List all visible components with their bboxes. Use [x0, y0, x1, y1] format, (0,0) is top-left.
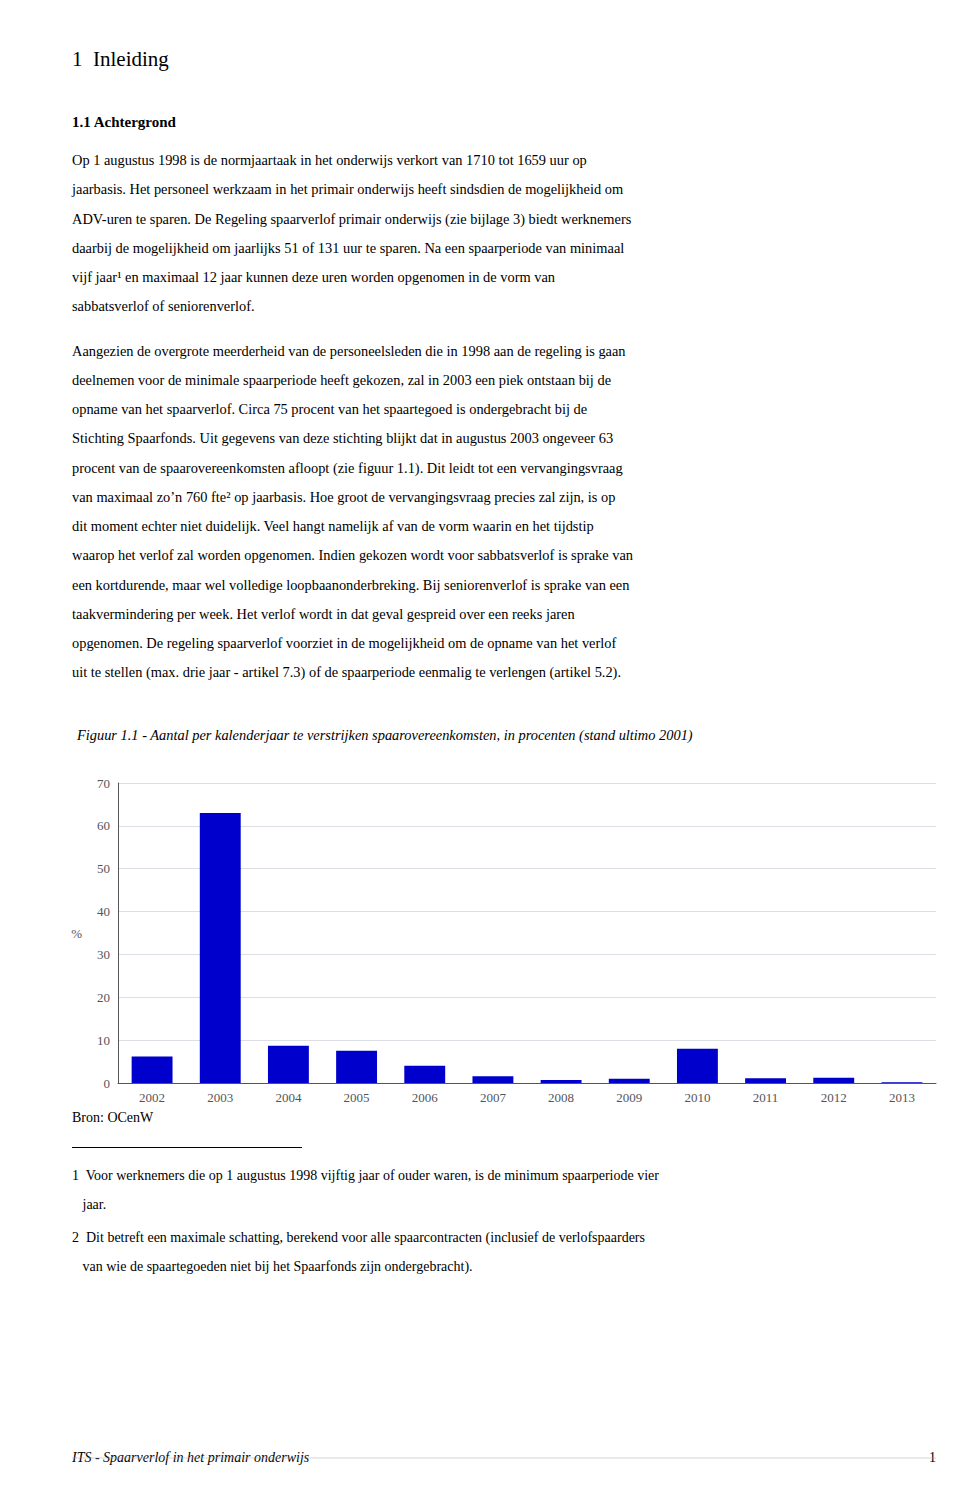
- svg-text:uit te stellen (max. drie jaar: uit te stellen (max. drie jaar - artikel…: [72, 664, 621, 681]
- svg-text:0: 0: [104, 1076, 111, 1091]
- svg-text:10: 10: [97, 1033, 110, 1048]
- svg-text:Aangezien de overgrote meerder: Aangezien de overgrote meerderheid van d…: [72, 343, 626, 359]
- svg-text:2013: 2013: [889, 1090, 915, 1105]
- svg-text:jaarbasis. Het personeel werkz: jaarbasis. Het personeel werkzaam in het…: [71, 181, 623, 197]
- svg-text:vijf jaar¹ en maximaal 12 jaar: vijf jaar¹ en maximaal 12 jaar kunnen de…: [72, 269, 555, 285]
- svg-text:opname van het spaarverlof. Ci: opname van het spaarverlof. Circa 75 pro…: [72, 401, 587, 417]
- svg-text:70: 70: [97, 776, 110, 791]
- svg-text:ADV-uren te sparen. De Regelin: ADV-uren te sparen. De Regeling spaarver…: [72, 211, 632, 228]
- svg-text:20: 20: [97, 990, 110, 1005]
- svg-text:2002: 2002: [139, 1090, 165, 1105]
- svg-text:50: 50: [97, 861, 110, 876]
- svg-text:van maximaal zo’n 760 fte² op: van maximaal zo’n 760 fte² op jaarbasis.…: [72, 489, 615, 505]
- svg-text:2012: 2012: [821, 1090, 847, 1105]
- svg-text:2003: 2003: [207, 1090, 233, 1105]
- svg-text:een kortdurende, maar wel voll: een kortdurende, maar wel volledige loop…: [72, 577, 629, 593]
- svg-text:2010: 2010: [684, 1090, 710, 1105]
- svg-text:1.1 Achtergrond: 1.1 Achtergrond: [72, 114, 177, 130]
- svg-text:2008: 2008: [548, 1090, 574, 1105]
- svg-text:opgenomen. De regeling spaarve: opgenomen. De regeling spaarverlof voorz…: [72, 635, 616, 651]
- svg-text:sabbatsverlof of seniorenverlo: sabbatsverlof of seniorenverlof.: [72, 298, 255, 314]
- svg-text:1 Inleiding: 1 Inleiding: [72, 47, 169, 71]
- svg-text:%: %: [71, 926, 82, 941]
- svg-text:ITS - Spaarverlof in het prima: ITS - Spaarverlof in het primair onderwi…: [71, 1450, 310, 1465]
- svg-text:2006: 2006: [412, 1090, 439, 1105]
- svg-text:60: 60: [97, 818, 110, 833]
- svg-text:Figuur 1.1 - Aantal per kalend: Figuur 1.1 - Aantal per kalenderjaar te …: [76, 727, 693, 744]
- svg-text:2 Dit betreft een maximale sc: 2 Dit betreft een maximale schatting, be…: [72, 1230, 645, 1246]
- svg-text:van wie de spaartegoeden niet: van wie de spaartegoeden niet bij het Sp…: [72, 1259, 473, 1275]
- svg-text:jaar.: jaar.: [72, 1197, 106, 1212]
- svg-text:1 Voor werknemers die op 1 au: 1 Voor werknemers die op 1 augustus 1998…: [72, 1168, 659, 1183]
- svg-text:Op 1 augustus 1998 is de normj: Op 1 augustus 1998 is de normjaartaak in…: [72, 152, 587, 168]
- svg-text:daarbij de mogelijkheid om jaa: daarbij de mogelijkheid om jaarlijks 51 …: [72, 240, 624, 256]
- svg-text:2009: 2009: [616, 1090, 642, 1105]
- svg-text:dit moment echter niet duideli: dit moment echter niet duidelijk. Veel h…: [72, 518, 594, 534]
- svg-text:2004: 2004: [275, 1090, 302, 1105]
- svg-text:taakvermindering per week. Het: taakvermindering per week. Het verlof wo…: [72, 606, 575, 622]
- svg-text:deelnemen voor de minimale spa: deelnemen voor de minimale spaarperiode …: [72, 372, 611, 388]
- svg-text:waarop het verlof zal worden o: waarop het verlof zal worden opgenomen. …: [72, 547, 633, 563]
- svg-text:30: 30: [97, 947, 110, 962]
- svg-text:1: 1: [929, 1450, 936, 1465]
- svg-text:Bron: OCenW: Bron: OCenW: [72, 1110, 154, 1125]
- svg-text:2011: 2011: [753, 1090, 779, 1105]
- svg-text:Stichting Spaarfonds. Uit gege: Stichting Spaarfonds. Uit gegevens van d…: [72, 430, 613, 446]
- svg-text:procent van de spaarovereenkom: procent van de spaarovereenkomsten afloo…: [72, 460, 623, 477]
- svg-text:2007: 2007: [480, 1090, 507, 1105]
- svg-text:2005: 2005: [344, 1090, 370, 1105]
- svg-text:40: 40: [97, 904, 110, 919]
